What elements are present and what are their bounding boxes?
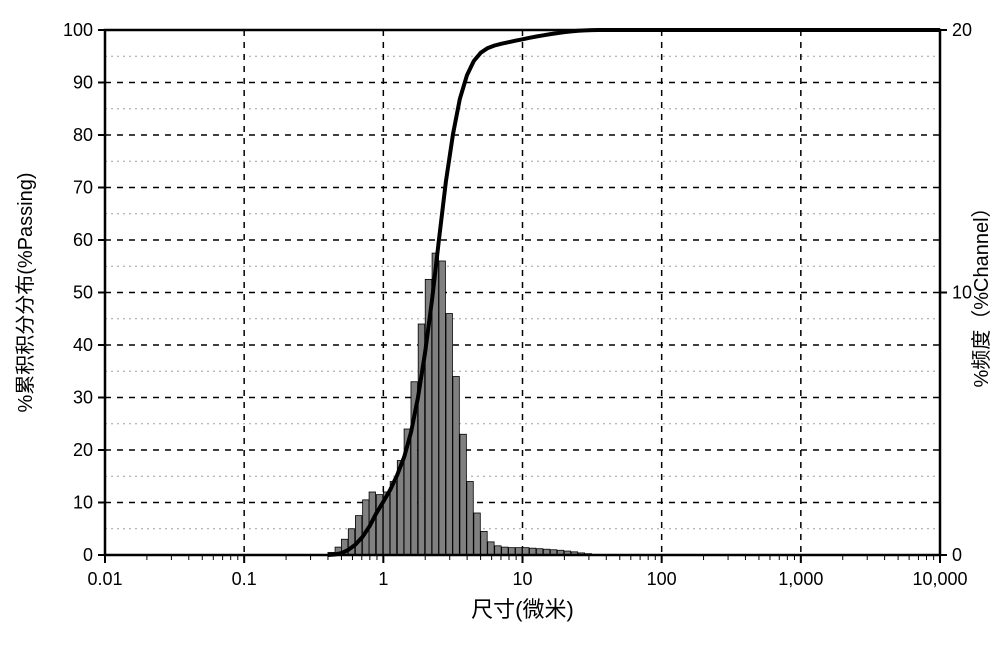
x-tick-label: 0.1: [232, 569, 257, 589]
y-left-axis-label: %累积积分分布(%Passing): [14, 172, 37, 412]
y-left-tick-label: 0: [83, 545, 93, 565]
chart-svg: 0.010.11101001,00010,0000102030405060708…: [0, 0, 1000, 649]
x-tick-label: 0.01: [87, 569, 122, 589]
particle-size-chart: 0.010.11101001,00010,0000102030405060708…: [0, 0, 1000, 649]
y-left-tick-label: 70: [73, 178, 93, 198]
x-axis-label: 尺寸(微米): [471, 597, 574, 622]
x-tick-label: 10,000: [912, 569, 967, 589]
y-left-tick-label: 10: [73, 493, 93, 513]
y-right-axis-label: %频度（%Channel）: [970, 197, 993, 387]
y-left-tick-label: 20: [73, 440, 93, 460]
y-left-tick-label: 30: [73, 388, 93, 408]
x-tick-label: 1,000: [778, 569, 823, 589]
y-right-tick-label: 20: [952, 20, 972, 40]
y-left-tick-label: 50: [73, 283, 93, 303]
y-left-tick-label: 60: [73, 230, 93, 250]
x-tick-label: 100: [647, 569, 677, 589]
y-right-tick-label: 0: [952, 545, 962, 565]
x-tick-label: 1: [378, 569, 388, 589]
y-right-tick-label: 10: [952, 283, 972, 303]
y-left-tick-label: 100: [63, 20, 93, 40]
y-left-tick-label: 90: [73, 73, 93, 93]
y-left-tick-label: 40: [73, 335, 93, 355]
x-tick-label: 10: [512, 569, 532, 589]
y-left-tick-label: 80: [73, 125, 93, 145]
